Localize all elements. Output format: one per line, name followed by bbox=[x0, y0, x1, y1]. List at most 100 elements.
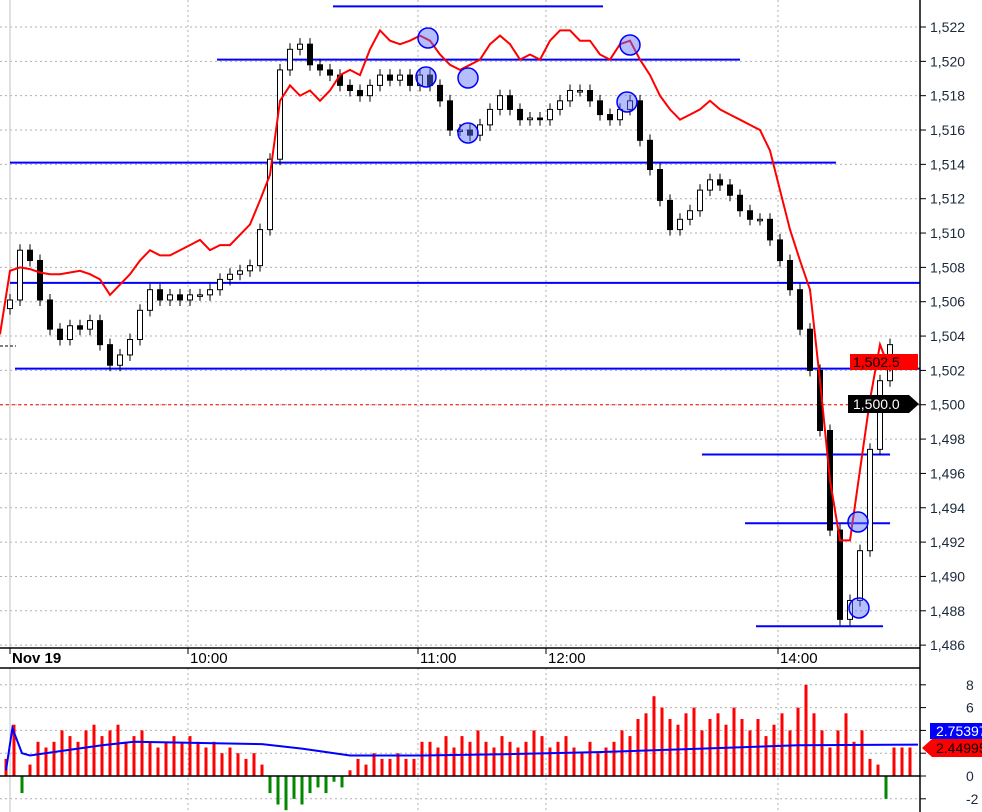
histogram-tick-label: -2 bbox=[966, 791, 979, 807]
candle-body bbox=[747, 210, 753, 220]
price-tick-label: 1,502 bbox=[930, 362, 965, 378]
candle-body bbox=[127, 338, 133, 356]
candle-body bbox=[637, 100, 643, 141]
histogram-bar bbox=[548, 747, 552, 776]
candle-body bbox=[247, 265, 253, 272]
candle-body bbox=[137, 309, 143, 340]
histogram-bar bbox=[300, 776, 304, 805]
histogram-bar bbox=[364, 764, 368, 776]
histogram-bar bbox=[156, 747, 160, 776]
price-tick-label: 1,518 bbox=[930, 88, 965, 104]
histogram-bar bbox=[420, 741, 424, 776]
histogram-bar bbox=[724, 724, 728, 776]
overlay-line bbox=[0, 28, 910, 542]
candle-body bbox=[367, 84, 373, 97]
histogram-bar bbox=[652, 696, 656, 776]
candle-body bbox=[57, 328, 63, 340]
candle-body bbox=[847, 599, 853, 620]
histogram-bar bbox=[596, 753, 600, 776]
histogram-bar bbox=[796, 707, 800, 776]
histogram-bar bbox=[828, 747, 832, 776]
histogram-bar bbox=[716, 713, 720, 776]
candle-body bbox=[487, 108, 493, 126]
histogram-bar bbox=[52, 741, 56, 776]
histogram-bar bbox=[164, 741, 168, 776]
histogram-bar bbox=[36, 741, 40, 776]
candle-body bbox=[107, 344, 113, 366]
candle-body bbox=[497, 95, 503, 110]
histogram-bar bbox=[588, 741, 592, 776]
candle-body bbox=[257, 229, 263, 267]
histogram-bar bbox=[12, 724, 16, 776]
candle-body bbox=[797, 289, 803, 330]
histogram-bar bbox=[540, 736, 544, 776]
histogram-bar bbox=[252, 753, 256, 776]
candle-body bbox=[7, 299, 13, 310]
price-tick-label: 1,516 bbox=[930, 122, 965, 138]
histogram-bar bbox=[884, 776, 888, 799]
histogram-bar bbox=[692, 707, 696, 776]
histogram-bar bbox=[764, 736, 768, 776]
candle-body bbox=[867, 448, 873, 552]
candle-body bbox=[67, 325, 73, 340]
candle-body bbox=[47, 299, 53, 330]
price-tick-label: 1,494 bbox=[930, 500, 965, 516]
time-axis-band bbox=[0, 648, 920, 668]
time-tick-label: 12:00 bbox=[548, 650, 586, 667]
histogram-bar bbox=[292, 776, 296, 799]
candle-body bbox=[587, 90, 593, 102]
histogram-bar bbox=[20, 776, 24, 794]
histogram-bar bbox=[308, 776, 312, 794]
histogram-bar bbox=[100, 736, 104, 776]
candle-body bbox=[327, 69, 333, 76]
value-tag bbox=[922, 739, 982, 757]
candle-body bbox=[687, 210, 693, 220]
candle-body bbox=[167, 294, 173, 301]
candle-body bbox=[297, 43, 303, 50]
histogram-bar bbox=[324, 776, 328, 794]
histogram-bar bbox=[44, 747, 48, 776]
histogram-bar bbox=[628, 736, 632, 776]
histogram-bar bbox=[220, 753, 224, 776]
candles bbox=[7, 38, 893, 626]
candle-body bbox=[187, 294, 193, 301]
candle-body bbox=[357, 90, 363, 97]
histogram-bar bbox=[732, 707, 736, 776]
time-tick-label: 11:00 bbox=[420, 650, 456, 667]
histogram-bar bbox=[372, 753, 376, 776]
histogram-bar bbox=[452, 747, 456, 776]
candle-body bbox=[837, 529, 843, 620]
histogram-tick-label: 0 bbox=[966, 768, 974, 784]
candle-body bbox=[37, 260, 43, 301]
histogram-bar bbox=[572, 747, 576, 776]
histogram-bar bbox=[148, 741, 152, 776]
candle-body bbox=[347, 84, 353, 92]
candle-body bbox=[27, 249, 33, 262]
histogram-bar bbox=[404, 758, 408, 776]
price-tick-label: 1,500 bbox=[930, 397, 965, 413]
candle-body bbox=[407, 74, 413, 86]
histogram-bar bbox=[836, 730, 840, 776]
histogram-bar bbox=[116, 724, 120, 776]
histogram-bar bbox=[268, 776, 272, 794]
candle-body bbox=[757, 218, 763, 222]
histogram-bar bbox=[772, 724, 776, 776]
candle-body bbox=[197, 294, 203, 297]
histogram-bar bbox=[332, 776, 336, 782]
candle-body bbox=[437, 84, 443, 102]
histogram-bar bbox=[412, 758, 416, 776]
candle-body bbox=[287, 48, 293, 71]
candle-body bbox=[97, 320, 103, 346]
histogram-bar bbox=[876, 764, 880, 776]
circle-marker bbox=[417, 27, 439, 49]
histogram-bar bbox=[516, 747, 520, 776]
histogram-bar bbox=[780, 713, 784, 776]
candle-body bbox=[657, 169, 663, 201]
histogram-bar bbox=[108, 730, 112, 776]
value-tag bbox=[848, 395, 919, 413]
circle-marker bbox=[847, 511, 869, 533]
histogram-bar bbox=[188, 736, 192, 776]
histogram-bar bbox=[684, 713, 688, 776]
histogram-tick-label: 6 bbox=[966, 700, 974, 716]
